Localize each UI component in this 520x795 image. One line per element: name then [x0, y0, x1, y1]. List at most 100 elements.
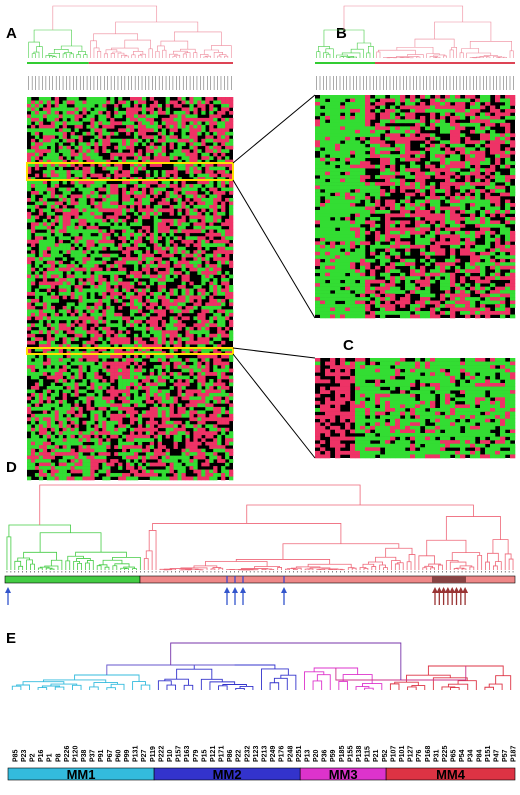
heatmap-cell	[70, 97, 75, 101]
heatmap-cell	[34, 156, 40, 160]
heatmap-cell	[193, 222, 198, 227]
heatmap-cell	[66, 246, 71, 251]
heatmap-cell	[62, 448, 67, 453]
heatmap-cell	[54, 114, 59, 119]
heatmap-cell	[46, 431, 52, 436]
heatmap-cell	[86, 232, 91, 237]
heatmap-cell	[126, 385, 131, 390]
heatmap-cell	[425, 161, 431, 165]
heatmap-cell	[485, 98, 491, 103]
heatmap-cell	[149, 372, 155, 376]
heatmap-cell	[27, 361, 32, 366]
heatmap-cell	[205, 473, 210, 477]
heatmap-cell	[225, 473, 230, 477]
heatmap-cell	[189, 159, 194, 164]
heatmap-cell	[225, 121, 230, 126]
heatmap-cell	[169, 431, 174, 436]
heatmap-cell	[177, 434, 182, 439]
heatmap-cell	[27, 466, 32, 470]
heatmap-cell	[173, 156, 178, 160]
heatmap-cell	[209, 267, 214, 272]
heatmap-cell	[197, 271, 202, 275]
heatmap-cell	[74, 257, 79, 261]
heatmap-cell	[78, 323, 83, 328]
heatmap-cell	[165, 260, 170, 265]
heatmap-cell	[217, 121, 222, 126]
heatmap-cell	[213, 368, 218, 373]
heatmap-cell	[110, 427, 115, 432]
heatmap-cell	[118, 204, 123, 209]
heatmap-cell	[42, 110, 48, 115]
heatmap-cell	[118, 142, 123, 147]
heatmap-cell	[106, 166, 111, 171]
heatmap-cell	[106, 264, 111, 268]
heatmap-cell	[193, 211, 198, 216]
heatmap-cell	[450, 115, 456, 120]
heatmap-cell	[130, 413, 135, 418]
heatmap-cell	[193, 368, 198, 373]
heatmap-cell	[185, 413, 190, 418]
heatmap-cell	[380, 129, 386, 134]
heatmap-cell	[209, 434, 214, 439]
heatmap-cell	[58, 236, 63, 241]
heatmap-cell	[82, 166, 87, 171]
heatmap-cell	[173, 184, 178, 188]
heatmap-cell	[149, 344, 155, 348]
heatmap-cell	[50, 218, 56, 223]
heatmap-cell	[74, 184, 79, 188]
heatmap-cell	[221, 152, 226, 157]
heatmap-cell	[193, 427, 198, 432]
heatmap-cell	[217, 406, 222, 411]
heatmap-cell	[38, 309, 44, 314]
heatmap-cell	[475, 171, 481, 176]
heatmap-cell	[365, 196, 371, 200]
heatmap-cell	[165, 159, 170, 164]
heatmap-cell	[225, 281, 230, 286]
heatmap-cell	[30, 117, 36, 122]
heatmap-cell	[114, 218, 119, 223]
heatmap-cell	[66, 285, 71, 289]
heatmap-cell	[420, 192, 426, 197]
heatmap-cell	[225, 288, 230, 293]
heatmap-cell	[325, 168, 331, 172]
heatmap-cell	[78, 121, 83, 126]
heatmap-cell	[330, 126, 336, 131]
heatmap-cell	[110, 264, 115, 268]
heatmap-cell	[213, 149, 218, 154]
heatmap-cell	[161, 330, 166, 335]
heatmap-cell	[213, 138, 218, 143]
heatmap-cell	[221, 368, 226, 373]
heatmap-cell	[510, 133, 516, 138]
heatmap-cell	[30, 392, 36, 397]
heatmap-cell	[177, 208, 182, 213]
heatmap-cell	[90, 243, 95, 248]
heatmap-cell	[189, 445, 194, 449]
heatmap-cell	[149, 375, 155, 380]
heatmap-cell	[62, 403, 67, 408]
heatmap-cell	[500, 112, 506, 117]
heatmap-cell	[375, 196, 381, 200]
heatmap-cell	[70, 330, 75, 335]
heatmap-cell	[94, 121, 99, 126]
heatmap-cell	[221, 445, 226, 449]
heatmap-cell	[74, 441, 79, 446]
heatmap-cell	[94, 462, 99, 467]
heatmap-cell	[78, 187, 83, 192]
heatmap-cell	[133, 337, 139, 342]
heatmap-cell	[38, 225, 44, 230]
heatmap-cell	[201, 208, 206, 213]
heatmap-cell	[355, 171, 361, 176]
heatmap-cell	[118, 319, 123, 324]
heatmap-cell	[217, 257, 222, 261]
heatmap-cell	[157, 246, 162, 251]
heatmap-cell	[205, 173, 210, 178]
heatmap-cell	[400, 98, 406, 103]
heatmap-cell	[205, 417, 210, 422]
heatmap-cell	[122, 201, 127, 206]
heatmap-cell	[315, 185, 321, 190]
heatmap-cell	[315, 157, 321, 162]
heatmap-cell	[177, 389, 182, 394]
heatmap-cell	[153, 365, 159, 369]
heatmap-cell	[94, 431, 99, 436]
heatmap-cell	[54, 323, 59, 328]
